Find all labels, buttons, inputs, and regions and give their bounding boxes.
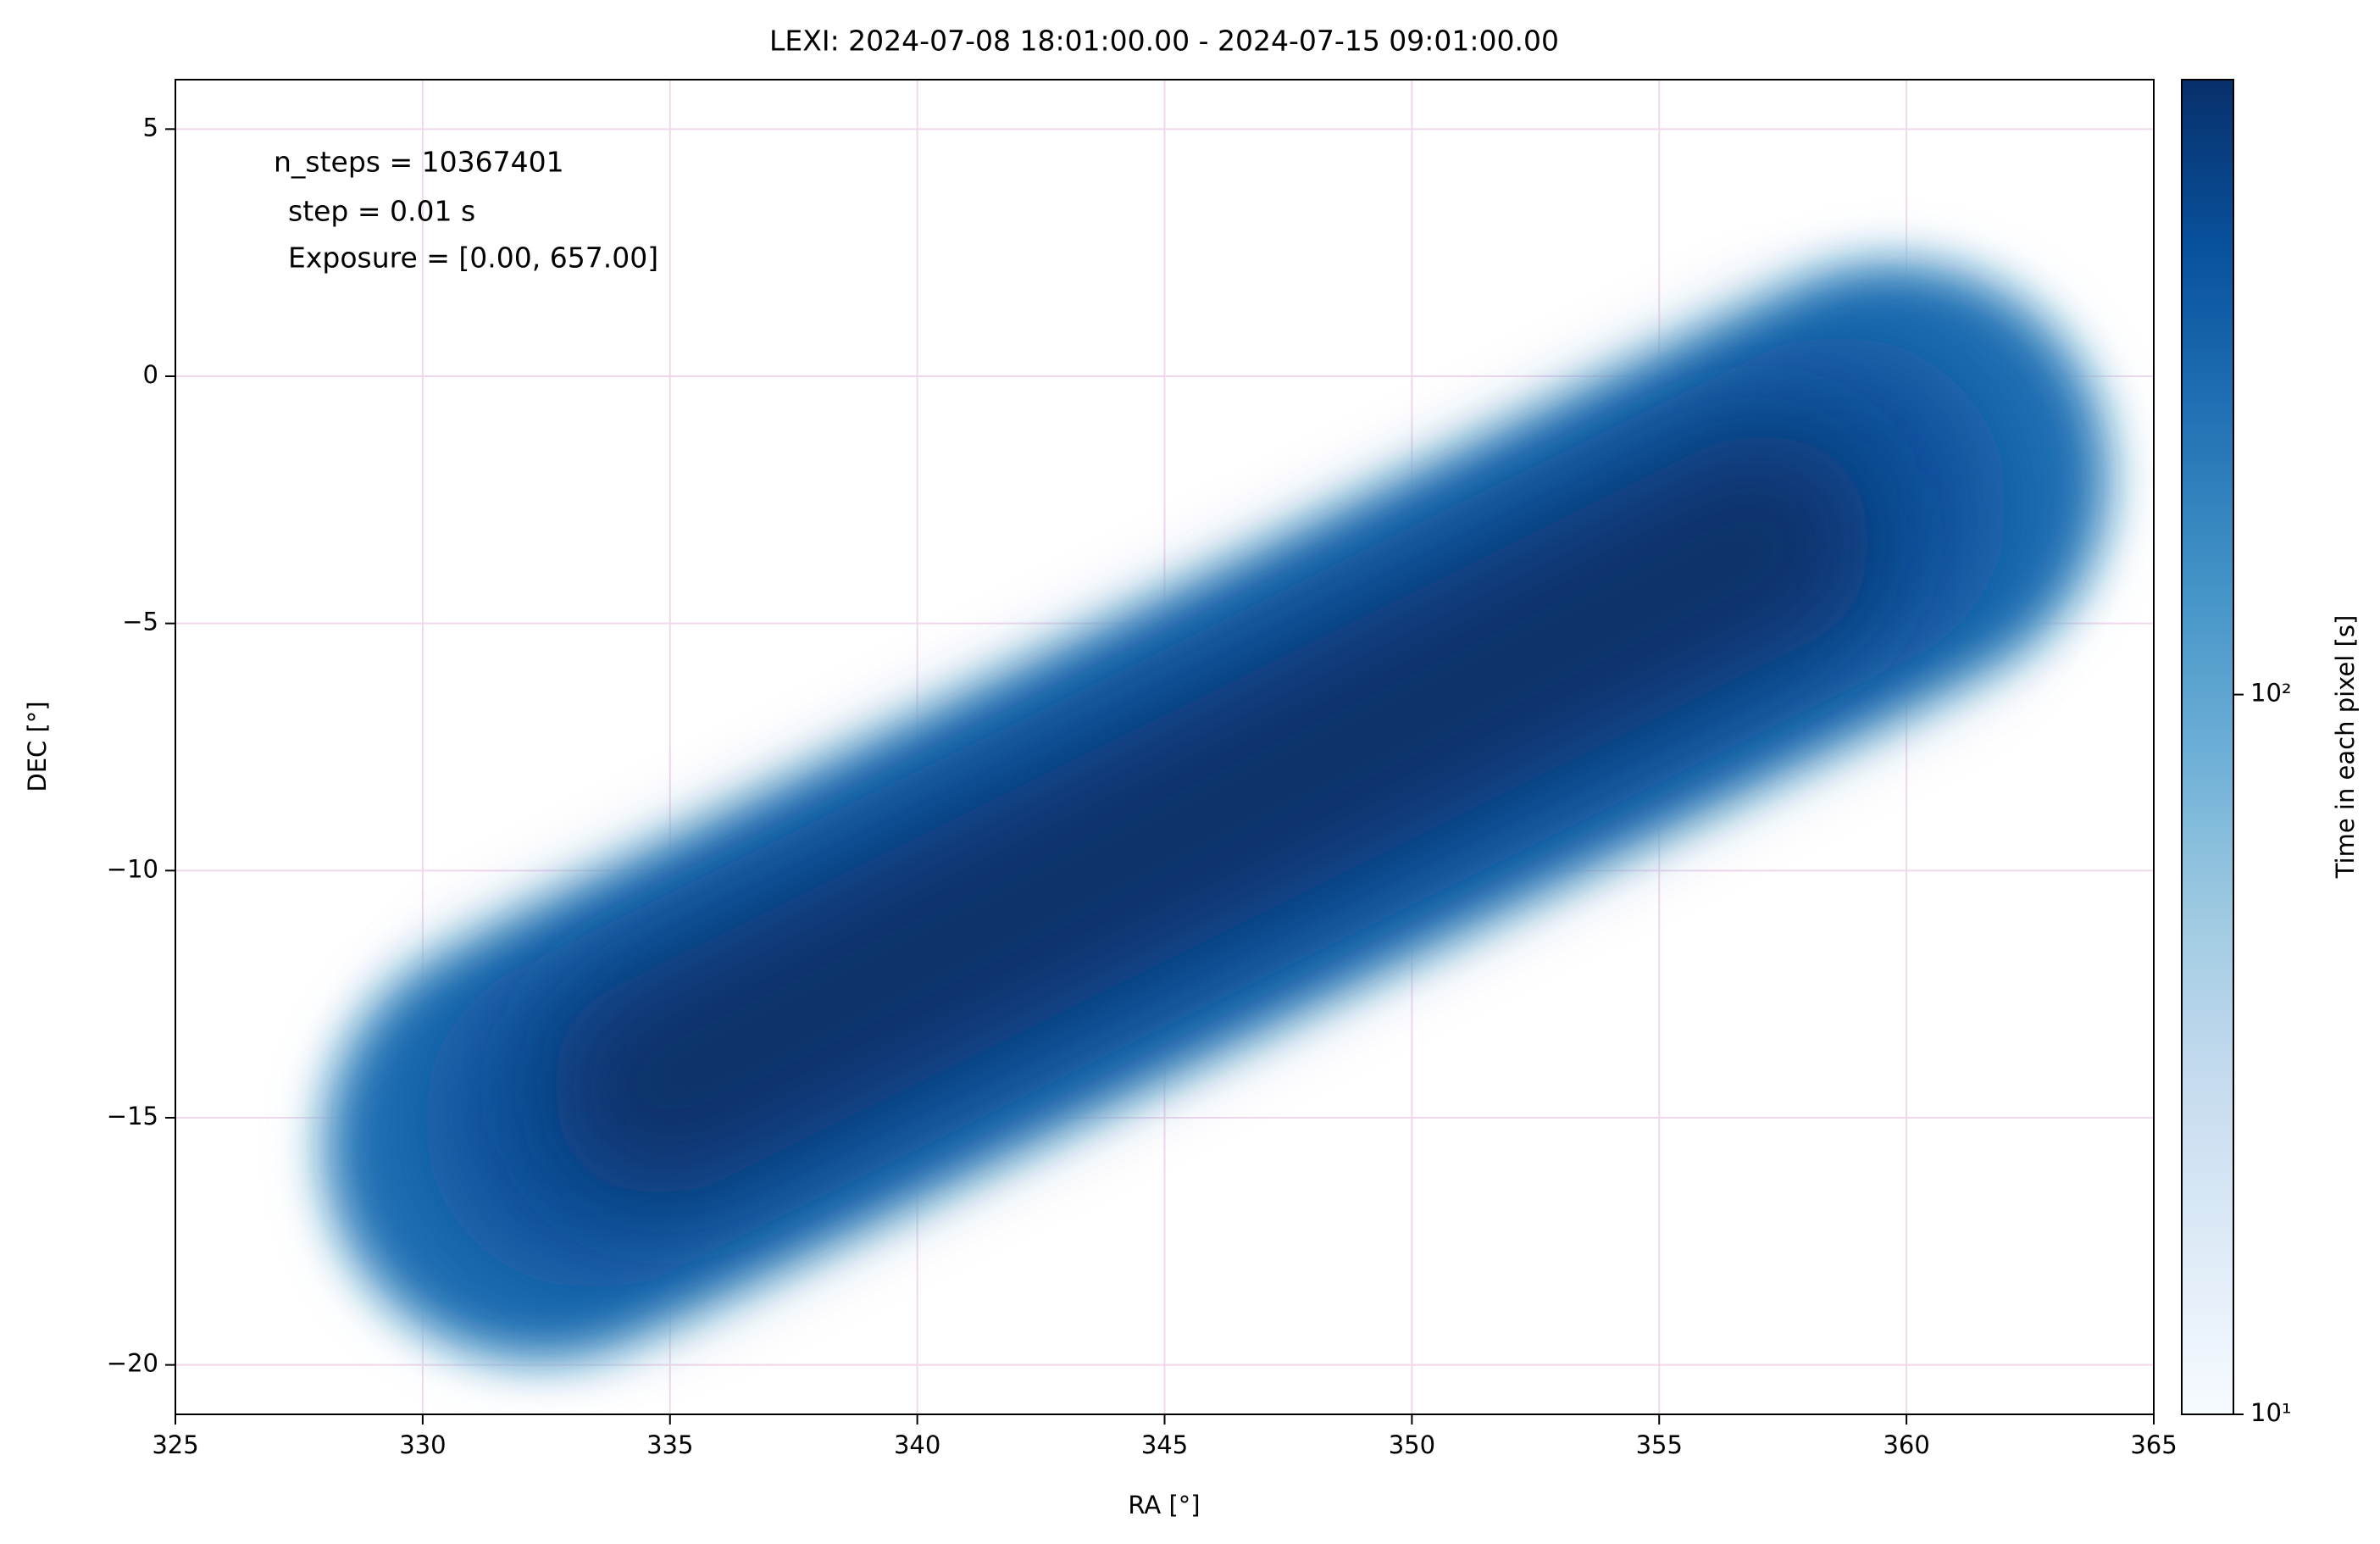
annotation: Exposure = [0.00, 657.00]	[288, 242, 658, 275]
x-tick-label: 340	[894, 1430, 940, 1459]
chart-title: LEXI: 2024-07-08 18:01:00.00 - 2024-07-1…	[769, 25, 1559, 58]
x-tick-label: 350	[1389, 1430, 1435, 1459]
x-tick-label: 325	[152, 1430, 198, 1459]
y-axis-label: DEC [°]	[23, 701, 52, 791]
x-tick-label: 335	[646, 1430, 693, 1459]
y-tick-label: 0	[143, 360, 158, 389]
swath-core	[551, 432, 1872, 1197]
x-tick-label: 355	[1636, 1430, 1683, 1459]
x-tick-label: 360	[1883, 1430, 1929, 1459]
x-axis-label: RA [°]	[1128, 1491, 1200, 1519]
colorbar-tick-label: 10²	[2250, 679, 2292, 708]
y-tick-label: −20	[107, 1349, 158, 1378]
annotation: step = 0.01 s	[288, 195, 475, 228]
y-tick-label: 5	[143, 113, 158, 142]
x-tick-label: 345	[1141, 1430, 1188, 1459]
colorbar-tick-label: 10¹	[2250, 1398, 2292, 1427]
y-tick-label: −10	[107, 854, 158, 883]
x-tick-label: 365	[2130, 1430, 2177, 1459]
y-tick-label: −15	[107, 1102, 158, 1130]
x-tick-label: 330	[399, 1430, 446, 1459]
colorbar-label: Time in each pixel [s]	[2331, 615, 2360, 880]
colorbar	[2181, 79, 2234, 1415]
exposure-swath	[312, 251, 2122, 1373]
annotation: n_steps = 10367401	[274, 146, 564, 179]
y-tick-label: −5	[122, 608, 158, 636]
